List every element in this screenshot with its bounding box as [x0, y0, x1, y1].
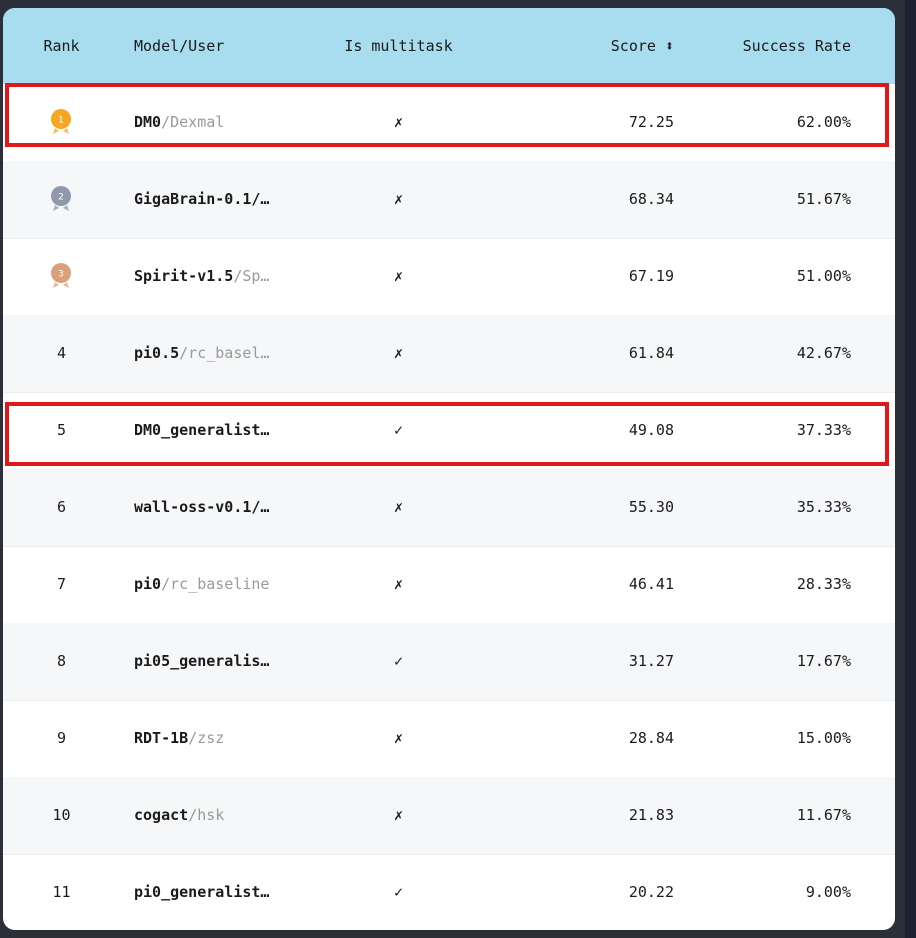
user-name: /hsk	[188, 806, 225, 824]
user-name: /Dexmal	[161, 113, 225, 131]
medal-rank-number: 3	[58, 270, 64, 280]
model-name[interactable]: DM0	[134, 113, 162, 131]
multitask-cell: ✗	[393, 729, 404, 747]
table-row[interactable]: 11 pi0_generalist… ✓ 20.22 9.00%	[3, 854, 895, 930]
score-cell: 31.27	[628, 652, 674, 670]
user-name: /zsz	[188, 729, 225, 747]
rank-cell: 5	[56, 421, 67, 439]
header-score[interactable]: Score ⬍	[523, 8, 674, 84]
multitask-cell: ✗	[393, 267, 404, 285]
gold-medal-icon: 1	[50, 109, 72, 135]
model-user-cell[interactable]: pi05_generalis…	[134, 623, 314, 700]
model-user-cell[interactable]: RDT-1B/zsz	[134, 700, 314, 777]
bronze-medal-icon: 3	[50, 263, 72, 289]
sort-updown-icon[interactable]: ⬍	[664, 37, 674, 55]
rank-cell: 4	[56, 344, 67, 362]
multitask-cell: ✓	[393, 652, 404, 670]
table-row[interactable]: 4 pi0.5/rc_basel… ✗ 61.84 42.67%	[3, 315, 895, 393]
user-name: /rc_baseline	[161, 575, 270, 593]
model-user-cell[interactable]: pi0_generalist…	[134, 854, 314, 930]
success-rate-cell: 11.67%	[796, 806, 851, 824]
model-name[interactable]: wall-oss-v0.1/…	[134, 498, 270, 516]
rank-cell: 9	[56, 729, 67, 747]
model-user-cell[interactable]: pi0/rc_baseline	[134, 546, 314, 623]
window-edge	[905, 0, 916, 938]
score-cell: 55.30	[628, 498, 674, 516]
rank-cell: 10	[52, 806, 71, 824]
header-rank[interactable]: Rank	[43, 37, 80, 55]
header-success-rate[interactable]: Success Rate	[742, 37, 851, 55]
model-user-cell[interactable]: Spirit-v1.5/Sp…	[134, 238, 314, 315]
header-score-label: Score	[610, 37, 656, 55]
multitask-cell: ✗	[393, 113, 404, 131]
medal-rank-number: 2	[58, 193, 64, 203]
model-user-cell[interactable]: GigaBrain-0.1/…	[134, 161, 314, 238]
model-name[interactable]: pi0.5	[134, 344, 180, 362]
score-cell: 68.34	[628, 190, 674, 208]
table-row[interactable]: 8 pi05_generalis… ✓ 31.27 17.67%	[3, 623, 895, 701]
score-cell: 67.19	[628, 267, 674, 285]
model-name[interactable]: GigaBrain-0.1/…	[134, 190, 270, 208]
model-name[interactable]: pi05_generalis…	[134, 652, 270, 670]
score-cell: 49.08	[628, 421, 674, 439]
score-cell: 61.84	[628, 344, 674, 362]
success-rate-cell: 51.67%	[796, 190, 851, 208]
multitask-cell: ✗	[393, 806, 404, 824]
success-rate-cell: 62.00%	[796, 113, 851, 131]
model-user-cell[interactable]: DM0_generalist…	[134, 392, 314, 469]
score-cell: 46.41	[628, 575, 674, 593]
model-name[interactable]: Spirit-v1.5	[134, 267, 234, 285]
success-rate-cell: 35.33%	[796, 498, 851, 516]
success-rate-cell: 17.67%	[796, 652, 851, 670]
header-model-user[interactable]: Model/User	[134, 37, 225, 55]
model-user-cell[interactable]: DM0/Dexmal	[134, 84, 314, 161]
model-user-cell[interactable]: pi0.5/rc_basel…	[134, 315, 314, 392]
success-rate-cell: 51.00%	[796, 267, 851, 285]
table-row[interactable]: 1 DM0/Dexmal ✗ 72.25 62.00%	[3, 84, 895, 162]
silver-medal-icon: 2	[50, 186, 72, 212]
model-user-cell[interactable]: cogact/hsk	[134, 777, 314, 854]
table-row[interactable]: 5 DM0_generalist… ✓ 49.08 37.33%	[3, 392, 895, 470]
multitask-cell: ✗	[393, 575, 404, 593]
success-rate-cell: 28.33%	[796, 575, 851, 593]
multitask-cell: ✗	[393, 498, 404, 516]
score-cell: 72.25	[628, 113, 674, 131]
multitask-cell: ✓	[393, 883, 404, 901]
success-rate-cell: 37.33%	[796, 421, 851, 439]
table-row[interactable]: 2 GigaBrain-0.1/… ✗ 68.34 51.67%	[3, 161, 895, 239]
medal-rank-number: 1	[58, 116, 64, 126]
rank-cell: 7	[56, 575, 67, 593]
table-row[interactable]: 10 cogact/hsk ✗ 21.83 11.67%	[3, 777, 895, 855]
multitask-cell: ✗	[393, 344, 404, 362]
model-user-cell[interactable]: wall-oss-v0.1/…	[134, 469, 314, 546]
success-rate-cell: 9.00%	[805, 883, 851, 901]
rank-cell: 11	[52, 883, 71, 901]
table-row[interactable]: 9 RDT-1B/zsz ✗ 28.84 15.00%	[3, 700, 895, 778]
leaderboard-table: Rank Model/User Is multitask Score ⬍ Suc…	[3, 8, 895, 930]
multitask-cell: ✗	[393, 190, 404, 208]
table-row[interactable]: 6 wall-oss-v0.1/… ✗ 55.30 35.33%	[3, 469, 895, 547]
multitask-cell: ✓	[393, 421, 404, 439]
user-name: /rc_basel…	[179, 344, 270, 362]
model-name[interactable]: cogact	[134, 806, 189, 824]
score-cell: 21.83	[628, 806, 674, 824]
success-rate-cell: 42.67%	[796, 344, 851, 362]
model-name[interactable]: DM0_generalist…	[134, 421, 270, 439]
table-row[interactable]: 7 pi0/rc_baseline ✗ 46.41 28.33%	[3, 546, 895, 624]
user-name: /Sp…	[233, 267, 270, 285]
model-name[interactable]: pi0	[134, 575, 162, 593]
table-row[interactable]: 3 Spirit-v1.5/Sp… ✗ 67.19 51.00%	[3, 238, 895, 316]
table-header: Rank Model/User Is multitask Score ⬍ Suc…	[3, 8, 895, 84]
rank-cell: 8	[56, 652, 67, 670]
score-cell: 20.22	[628, 883, 674, 901]
rank-cell: 6	[56, 498, 67, 516]
score-cell: 28.84	[628, 729, 674, 747]
model-name[interactable]: RDT-1B	[134, 729, 189, 747]
success-rate-cell: 15.00%	[796, 729, 851, 747]
model-name[interactable]: pi0_generalist…	[134, 883, 270, 901]
header-is-multitask[interactable]: Is multitask	[344, 37, 453, 55]
